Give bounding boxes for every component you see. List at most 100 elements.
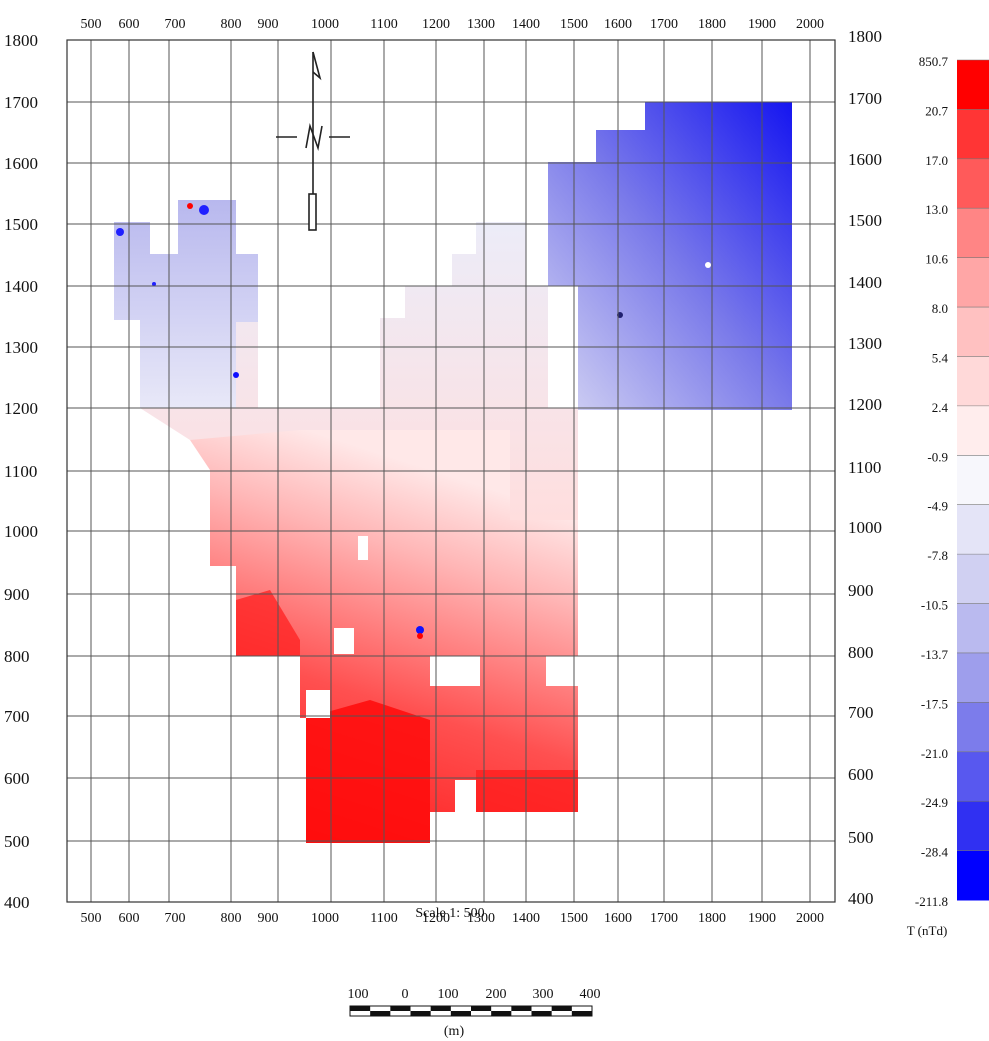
legend-swatch bbox=[957, 504, 989, 555]
legend-swatch bbox=[957, 554, 989, 605]
y-tick-label: 400 bbox=[848, 889, 874, 908]
y-tick-label: 1800 bbox=[848, 27, 882, 46]
legend-unit: T (nTd) bbox=[907, 923, 948, 938]
x-tick-label: 1400 bbox=[512, 911, 540, 926]
legend-break-label: -7.8 bbox=[927, 548, 948, 563]
x-tick-label: 1000 bbox=[311, 17, 339, 32]
x-tick-label: 2000 bbox=[796, 911, 824, 926]
anomaly-zone-west bbox=[114, 200, 258, 408]
legend-swatch bbox=[957, 158, 989, 209]
x-tick-label: 1300 bbox=[467, 911, 495, 926]
y-tick-label: 1400 bbox=[848, 273, 882, 292]
y-tick-label: 1500 bbox=[4, 215, 38, 234]
anomaly-core-red-3 bbox=[476, 770, 578, 812]
legend-swatch bbox=[957, 603, 989, 654]
scale-tick-label: 400 bbox=[580, 987, 601, 1002]
anomaly-spot bbox=[416, 626, 424, 634]
scale-tick-label: 100 bbox=[438, 987, 459, 1002]
legend-swatch bbox=[957, 257, 989, 308]
y-tick-label: 400 bbox=[4, 893, 30, 912]
y-tick-label: 1200 bbox=[848, 395, 882, 414]
x-tick-label: 800 bbox=[221, 911, 242, 926]
y-tick-label: 1700 bbox=[848, 89, 882, 108]
y-tick-label: 1100 bbox=[848, 458, 881, 477]
color-legend: 850.7 20.7 17.0 13.0 10.6 8.0 5.4 2.4 -0.9 -4.9 -7… bbox=[907, 54, 989, 938]
north-arrow-icon bbox=[276, 51, 350, 231]
legend-break-label: 13.0 bbox=[925, 202, 948, 217]
y-tick-label: 1700 bbox=[4, 93, 38, 112]
x-tick-label: 1900 bbox=[748, 17, 776, 32]
scale-bar-segment bbox=[410, 1011, 431, 1016]
x-axis-bottom: 500 600 700 800 900 1000 1100 1200 1300 1400 1500 1… bbox=[81, 911, 825, 926]
scale-bar-segment bbox=[571, 1011, 592, 1016]
y-tick-label: 500 bbox=[4, 832, 30, 851]
legend-swatch bbox=[957, 801, 989, 852]
x-tick-label: 1300 bbox=[467, 17, 495, 32]
y-tick-label: 1300 bbox=[848, 334, 882, 353]
scale-bar-segment bbox=[551, 1006, 572, 1011]
scale-bar-segment bbox=[511, 1006, 532, 1011]
y-tick-label: 1300 bbox=[4, 338, 38, 357]
map-frame bbox=[66, 39, 836, 903]
scale-bar-segment bbox=[450, 1011, 471, 1016]
data-gap-5 bbox=[546, 656, 578, 686]
anomaly-core-red bbox=[306, 700, 430, 843]
legend-swatch bbox=[957, 751, 989, 802]
x-tick-label: 1600 bbox=[604, 17, 632, 32]
scale-tick-label: 100 bbox=[348, 987, 369, 1002]
x-tick-label: 900 bbox=[258, 17, 279, 32]
legend-swatch bbox=[957, 405, 989, 456]
legend-swatch bbox=[957, 208, 989, 259]
anomaly-spot bbox=[187, 203, 193, 209]
anomaly-spot bbox=[233, 372, 239, 378]
anomaly-spot bbox=[199, 205, 209, 215]
legend-break-label: 17.0 bbox=[925, 153, 948, 168]
scale-tick-label: 200 bbox=[486, 987, 507, 1002]
legend-swatch bbox=[957, 702, 989, 753]
scale-bar-segment bbox=[390, 1006, 411, 1011]
y-tick-label: 1000 bbox=[848, 518, 882, 537]
x-tick-label: 700 bbox=[165, 911, 186, 926]
scale-caption: Scale 1: 500 bbox=[415, 906, 484, 921]
x-tick-label: 1200 bbox=[422, 911, 450, 926]
anomaly-zone-east bbox=[548, 102, 792, 410]
x-tick-label: 2000 bbox=[796, 17, 824, 32]
y-tick-label: 900 bbox=[4, 585, 30, 604]
legend-break-label: 2.4 bbox=[932, 400, 949, 415]
y-tick-label: 1800 bbox=[4, 31, 38, 50]
anomaly-spot bbox=[705, 262, 711, 268]
y-axis-left: 1800 1700 1600 1500 1400 1300 1200 1100 1000 900 8… bbox=[4, 31, 38, 912]
data-gap-4 bbox=[306, 690, 330, 718]
x-tick-label: 1500 bbox=[560, 17, 588, 32]
y-tick-label: 600 bbox=[848, 765, 874, 784]
y-tick-label: 800 bbox=[4, 647, 30, 666]
y-tick-label: 600 bbox=[4, 769, 30, 788]
y-tick-label: 1600 bbox=[848, 150, 882, 169]
legend-break-label: -0.9 bbox=[927, 449, 948, 464]
legend-break-label: 10.6 bbox=[925, 252, 948, 267]
x-tick-label: 1400 bbox=[512, 17, 540, 32]
x-tick-label: 1700 bbox=[650, 17, 678, 32]
legend-break-label: -4.9 bbox=[927, 499, 948, 514]
y-axis-right: 1800 1700 1600 1500 1400 1300 1200 1100 1000 900 8… bbox=[848, 27, 882, 908]
data-gap-2 bbox=[430, 656, 480, 686]
x-axis-top: 500 600 700 800 900 1000 1100 1200 1300 1400 1500 1… bbox=[81, 17, 825, 32]
anomaly-core-red-2 bbox=[236, 590, 300, 656]
scale-bar-segment bbox=[370, 1011, 391, 1016]
legend-swatch bbox=[957, 109, 989, 160]
x-tick-label: 500 bbox=[81, 911, 102, 926]
scale-tick-label: 0 bbox=[402, 987, 409, 1002]
anomaly-data-area bbox=[114, 102, 792, 843]
x-tick-label: 800 bbox=[221, 17, 242, 32]
legend-break-label: -21.0 bbox=[921, 746, 948, 761]
legend-swatch bbox=[957, 307, 989, 357]
legend-swatch bbox=[957, 850, 989, 901]
legend-break-label: 20.7 bbox=[925, 103, 948, 118]
data-gap-3 bbox=[358, 536, 368, 560]
scale-bar: 100 0 100 200 300 400 (m) bbox=[348, 987, 601, 1039]
anomaly-spot bbox=[417, 633, 423, 639]
data-gap-1 bbox=[334, 628, 354, 654]
x-tick-label: 1000 bbox=[311, 911, 339, 926]
y-tick-label: 700 bbox=[4, 707, 30, 726]
y-tick-label: 1600 bbox=[4, 154, 38, 173]
